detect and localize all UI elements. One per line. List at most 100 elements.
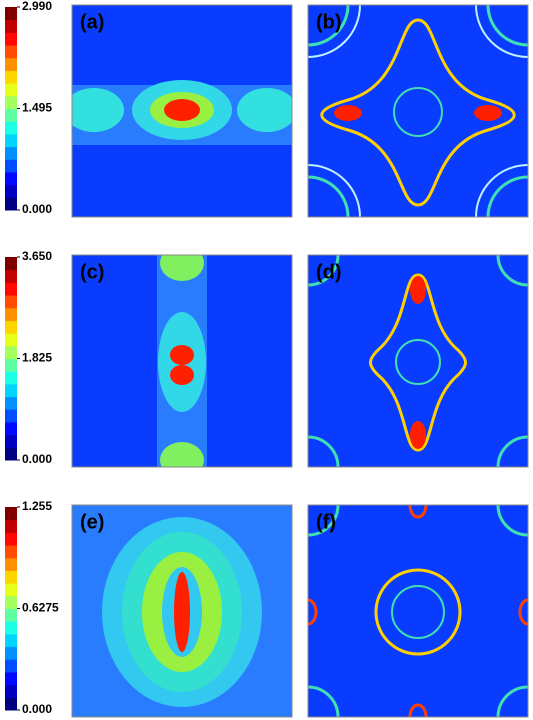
- map: [72, 505, 292, 717]
- panel-bg: [308, 505, 528, 717]
- hot: [410, 421, 426, 449]
- colorbar-step: [5, 621, 17, 635]
- panel: (b): [307, 4, 529, 218]
- blob: [170, 365, 194, 385]
- contour: [320, 18, 516, 207]
- hot: [474, 105, 502, 121]
- colorbar-step: [5, 184, 17, 198]
- colorbar-step: [5, 83, 17, 97]
- arc: [308, 598, 318, 626]
- panel-frame: [307, 504, 529, 718]
- colorbar-step: [5, 671, 17, 686]
- colorbar-label: 1.255: [22, 499, 52, 513]
- colorbar-step: [5, 396, 17, 410]
- colorbar-step: [5, 95, 17, 109]
- map: [308, 255, 528, 467]
- panel-label: (b): [316, 11, 342, 33]
- arc: [408, 505, 428, 519]
- colorbar-label: 0.000: [22, 702, 52, 716]
- panel: (a): [71, 4, 293, 218]
- colorbar-label: 1.825: [22, 351, 52, 365]
- colorbar-step: [5, 532, 17, 546]
- colorbar-step: [5, 108, 17, 122]
- colorbar-step: [5, 697, 17, 711]
- panel-label: (c): [80, 261, 104, 283]
- colorbar-label: 2.990: [22, 0, 52, 13]
- colorbar-label: 0.000: [22, 202, 52, 216]
- map: [157, 255, 207, 467]
- colorbar-step: [5, 383, 17, 398]
- panel-label: (f): [316, 511, 336, 533]
- panel: (c): [71, 254, 293, 468]
- colorbar-step: [5, 447, 17, 461]
- colorbar-step: [5, 646, 17, 660]
- colorbar-step: [5, 121, 17, 135]
- panel-frame: [71, 4, 293, 218]
- ring: [391, 585, 445, 639]
- panel-frame: [71, 254, 293, 468]
- colorbar-step: [5, 519, 17, 533]
- colorbar-step: [5, 133, 17, 148]
- colorbar-step: [5, 146, 17, 160]
- blob: [237, 88, 292, 132]
- colorbar-step: [5, 19, 17, 33]
- colorbar-step: [5, 171, 17, 186]
- colorbar-step: [5, 358, 17, 372]
- colorbar-step: [5, 345, 17, 359]
- colorbar-step: [5, 57, 17, 71]
- colorbar-label: 0.6275: [22, 601, 59, 615]
- panel-label: (d): [316, 261, 342, 283]
- colorbar-step: [5, 333, 17, 347]
- blob: [174, 572, 190, 652]
- colorbar-label: 3.650: [22, 249, 52, 263]
- colorbar-step: [5, 45, 17, 59]
- colorbar-step: [5, 633, 17, 648]
- colorbar-step: [5, 570, 17, 584]
- colorbar-step: [5, 307, 17, 321]
- colorbar-step: [5, 70, 17, 84]
- panel: (d): [307, 254, 529, 468]
- hot: [410, 276, 426, 304]
- colorbar-step: [5, 557, 17, 571]
- colorbar-label: 1.495: [22, 101, 52, 115]
- colorbar-step: [5, 583, 17, 597]
- colorbar-label: 0.000: [22, 452, 52, 466]
- arc: [518, 598, 528, 626]
- colorbar-step: [5, 545, 17, 559]
- panel-frame: [71, 504, 293, 718]
- colorbar-step: [5, 371, 17, 385]
- blob: [164, 99, 200, 121]
- colorbar-step: [5, 409, 17, 423]
- panel-label: (e): [80, 511, 104, 533]
- blob: [170, 345, 194, 365]
- contour: [369, 273, 467, 452]
- colorbar-step: [5, 421, 17, 436]
- colorbar-step: [5, 507, 17, 521]
- panel-label: (a): [80, 11, 104, 33]
- colorbar-step: [5, 608, 17, 622]
- colorbar-step: [5, 159, 17, 173]
- colorbar-step: [5, 282, 17, 296]
- colorbar-step: [5, 257, 17, 271]
- panel: (f): [307, 504, 529, 718]
- panel-frame: [307, 254, 529, 468]
- map: [308, 505, 528, 717]
- colorbar-step: [5, 434, 17, 448]
- colorbar-step: [5, 684, 17, 698]
- panel: (e): [71, 504, 293, 718]
- hot: [334, 105, 362, 121]
- ring: [374, 568, 462, 656]
- blob: [160, 442, 204, 467]
- colorbar-step: [5, 595, 17, 609]
- panel-frame: [307, 4, 529, 218]
- colorbar-step: [5, 320, 17, 334]
- colorbar-step: [5, 659, 17, 673]
- colorbar-step: [5, 32, 17, 46]
- colorbar-step: [5, 7, 17, 21]
- colorbar-step: [5, 197, 17, 211]
- map: [72, 80, 292, 145]
- colorbar-step: [5, 295, 17, 309]
- blob: [160, 255, 204, 281]
- ring: [393, 87, 443, 137]
